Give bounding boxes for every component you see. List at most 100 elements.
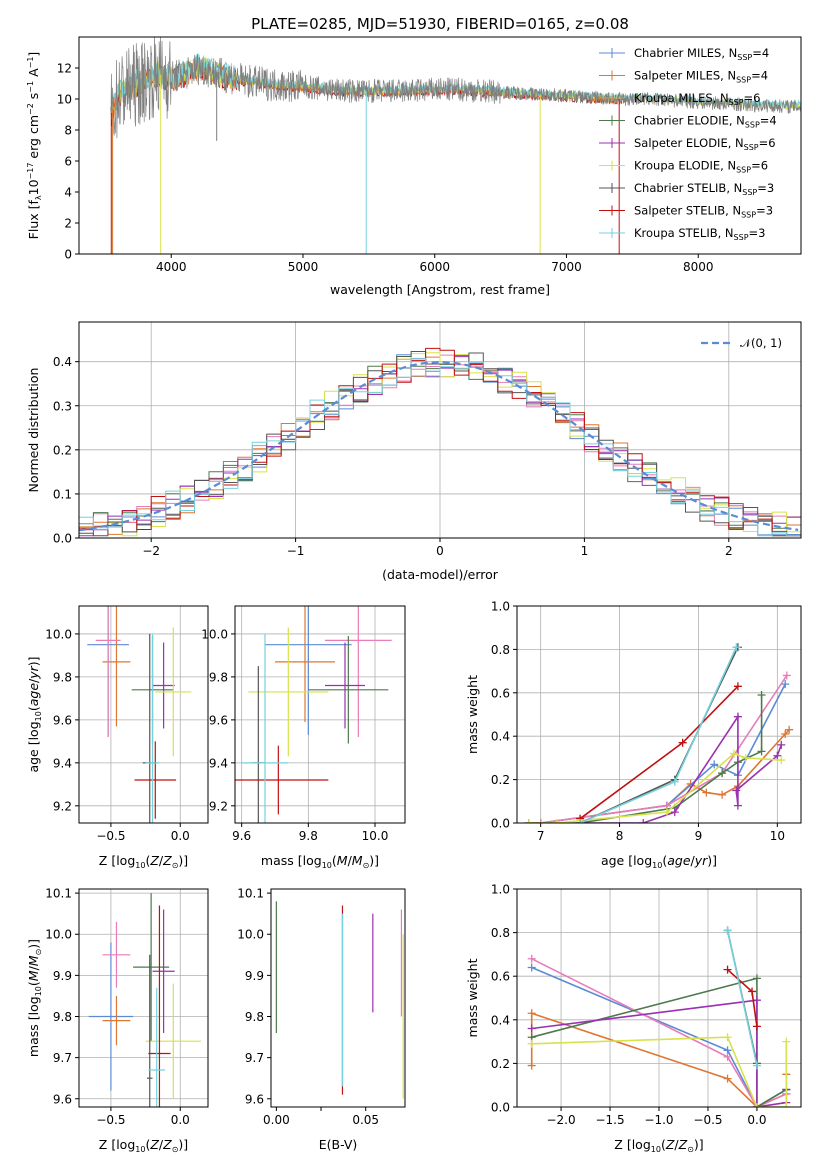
x-tick-label: 0.00 — [263, 1113, 290, 1127]
massweight-marker — [732, 643, 741, 652]
y-axis-label: age [log10(age/yr)] — [26, 656, 43, 772]
x-tick-label: 8000 — [683, 260, 714, 274]
y-axis-label: mass [log10(M/M⊙)] — [26, 939, 43, 1057]
y-tick-label: 9.4 — [53, 756, 72, 770]
massweight-marker — [752, 1061, 761, 1070]
x-tick-label: 0.0 — [171, 1113, 190, 1127]
massweight-marker — [752, 996, 761, 1005]
y-tick-label: 10.0 — [237, 928, 264, 942]
grid-massweight_vs_age — [517, 605, 801, 824]
y-axis-label: Flux [fλ10−17 erg cm−2 s−1 A−1] — [26, 52, 43, 240]
massweight-marker — [710, 760, 719, 769]
y-tick-label: 1.0 — [491, 600, 510, 614]
legend-label: Chabrier ELODIE, NSSP=4 — [634, 114, 777, 130]
y-axis-label: mass weight — [465, 675, 480, 754]
y-tick-label: 9.6 — [209, 713, 228, 727]
y-tick-label: 9.6 — [53, 713, 72, 727]
massweight-marker — [527, 1024, 536, 1033]
panel-age_vs_mass: 9.6 9.8 10.0 9.2 9.4 9.6 9.8 10.0 mass [log10(M/… — [201, 605, 406, 870]
axes-frame — [516, 605, 802, 824]
panel-massweight_vs_age: 7 8 9 10 0.0 0.2 0.4 0.6 0.8 1.0 age [log10(age/yr… — [465, 600, 802, 870]
x-tick-label: 0.0 — [747, 1113, 766, 1127]
x-tick-label: 1 — [581, 544, 589, 558]
y-tick-label: 10.1 — [45, 887, 72, 901]
x-axis-label: Z [log10(Z/Z⊙)] — [99, 1137, 188, 1154]
x-tick-label: −1 — [287, 544, 305, 558]
y-tick-label: 9.8 — [53, 670, 72, 684]
axes-frame — [78, 605, 209, 824]
massweight-marker — [752, 1022, 761, 1031]
y-tick-label: 0.4 — [53, 355, 72, 369]
y-tick-label: 0.2 — [491, 773, 510, 787]
massweight-line — [579, 646, 739, 823]
x-axis-label: (data-model)/error — [382, 567, 499, 582]
massweight-marker — [527, 1061, 536, 1070]
massweight-marker — [723, 1074, 732, 1083]
x-tick-label: 2 — [725, 544, 733, 558]
axes-massweight_vs_age: 7 8 9 10 0.0 0.2 0.4 0.6 0.8 1.0 age [log10(age/yr… — [465, 600, 802, 870]
plot-area-massweight_vs_age — [524, 643, 794, 823]
legend-label: 𝒩(0, 1) — [740, 336, 782, 350]
massweight-marker — [782, 1103, 791, 1107]
massweight-marker — [748, 987, 757, 996]
data-spectrum — [110, 37, 801, 139]
y-tick-label: 0.0 — [53, 532, 72, 546]
normal-curve — [79, 360, 799, 532]
y-tick-label: 9.2 — [53, 799, 72, 813]
massweight-marker — [723, 1052, 732, 1061]
axes-frame — [78, 888, 209, 1108]
axes-spectrum: 4000 5000 6000 7000 8000 0 2 4 6 8 10 12 wavelength … — [26, 36, 802, 297]
massweight-marker — [782, 671, 791, 680]
y-tick-label: 10.0 — [45, 928, 72, 942]
massweight-marker — [777, 740, 786, 749]
x-tick-label: 10 — [770, 829, 785, 843]
massweight-marker — [576, 819, 585, 823]
massweight-marker — [782, 1037, 791, 1046]
massweight-line — [531, 1036, 788, 1107]
x-axis-label: Z [log10(Z/Z⊙)] — [99, 853, 188, 870]
residual-histogram — [79, 352, 801, 537]
massweight-line — [579, 646, 738, 823]
massweight-marker — [773, 751, 782, 760]
y-tick-label: 0.1 — [53, 487, 72, 501]
legend-label: Salpeter ELODIE, NSSP=6 — [634, 136, 776, 152]
massweight-marker — [527, 954, 536, 963]
grid-mass_vs_Z — [79, 889, 208, 1107]
massweight-marker — [527, 963, 536, 972]
y-tick-label: 9.9 — [245, 969, 264, 983]
axes-age_vs_Z: −0.5 0.0 9.2 9.4 9.6 9.8 10.0 Z [log10(Z/Z⊙)] ag… — [26, 605, 209, 870]
y-tick-label: 8 — [64, 124, 72, 138]
x-tick-label: 5000 — [288, 260, 319, 274]
panel-age_vs_Z: −0.5 0.0 9.2 9.4 9.6 9.8 10.0 Z [log10(Z/Z⊙)] ag… — [26, 605, 209, 870]
y-tick-label: 0.0 — [491, 1101, 510, 1115]
x-tick-label: 9.6 — [232, 829, 251, 843]
massweight-marker — [785, 725, 794, 734]
x-tick-label: 10.0 — [362, 829, 389, 843]
y-tick-label: 9.8 — [53, 1010, 72, 1024]
x-axis-label: mass [log10(M/M⊙)] — [261, 853, 379, 870]
axes-massweight_vs_Z: −2.0 −1.5 −1.0 −0.5 0.0 0.0 0.2 0.4 0.6 0.8 1.0 Z [… — [465, 883, 802, 1154]
y-tick-label: 9.4 — [209, 756, 228, 770]
massweight-marker — [732, 786, 741, 795]
x-tick-label: 8 — [616, 829, 624, 843]
massweight-marker — [757, 747, 766, 756]
legend-label: Chabrier MILES, NSSP=4 — [634, 46, 769, 62]
plot-area-mass_vs_ebv — [275, 901, 404, 1099]
y-tick-label: 0.4 — [491, 730, 510, 744]
grid-massweight_vs_Z — [517, 888, 801, 1108]
massweight-line — [528, 752, 782, 823]
y-tick-label: 9.6 — [53, 1092, 72, 1106]
massweight-marker — [552, 819, 561, 823]
plot-area-residuals — [79, 347, 801, 537]
y-tick-label: 6 — [64, 155, 72, 169]
massweight-marker — [723, 965, 732, 974]
x-tick-label: −1.5 — [595, 1113, 624, 1127]
panel-residuals: −2 −1 0 1 2 0.0 0.1 0.2 0.3 0.4 (data-model)/error… — [26, 321, 802, 582]
x-tick-label: −0.5 — [96, 1113, 125, 1127]
grid-age_vs_mass — [235, 606, 405, 823]
x-axis-label: wavelength [Angstrom, rest frame] — [330, 282, 550, 297]
x-tick-label: 9.8 — [299, 829, 318, 843]
y-tick-label: 0.6 — [491, 686, 510, 700]
axes-age_vs_mass: 9.6 9.8 10.0 9.2 9.4 9.6 9.8 10.0 mass [log10(M/… — [201, 605, 406, 870]
